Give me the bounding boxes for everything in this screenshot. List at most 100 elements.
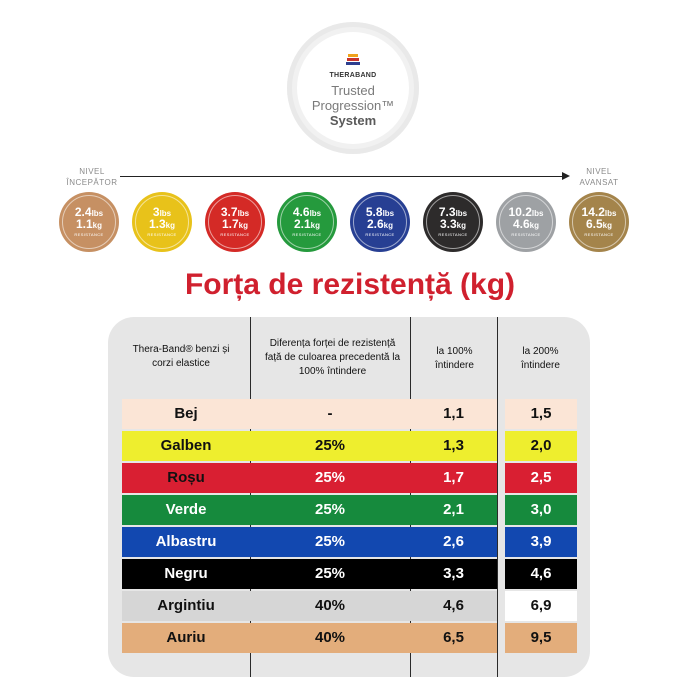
resistance-circle: 7.3lbs 3.3kg RESISTANCE (423, 192, 483, 252)
circle-ring (62, 195, 116, 249)
cell-difference: 25% (250, 559, 410, 589)
arrow-right-icon (562, 172, 570, 180)
cell-200-percent: 9,5 (505, 623, 577, 653)
circle-kg: 6.5kg (585, 217, 613, 231)
cell-100-percent: 1,1 (410, 399, 497, 429)
cell-200-percent: 2,5 (505, 463, 577, 493)
advanced-level-label: NIVEL AVANSAT (569, 166, 629, 188)
beginner-label-line-1: NIVEL (79, 167, 105, 176)
circle-ring (499, 195, 553, 249)
cell-difference: 25% (250, 527, 410, 557)
circle-kg: 4.6kg (512, 217, 540, 231)
circle-kg: 1.1kg (75, 217, 103, 231)
cell-band-name: Auriu (122, 623, 250, 653)
seal-line-2: Progression™ (311, 98, 395, 113)
cell-100-percent: 2,6 (410, 527, 497, 557)
advanced-label-line-1: NIVEL (586, 167, 612, 176)
table-row: Verde 25% 2,1 3,0 (122, 495, 577, 525)
circle-kg: 1.7kg (221, 217, 249, 231)
cell-100-percent: 3,3 (410, 559, 497, 589)
circle-lbs: 7.3lbs (438, 205, 468, 219)
table-row: Auriu 40% 6,5 9,5 (122, 623, 577, 653)
circle-resistance-label: RESISTANCE (220, 232, 250, 237)
cell-200-percent: 3,9 (505, 527, 577, 557)
circle-resistance-label: RESISTANCE (438, 232, 468, 237)
circle-lbs: 14.2lbs (581, 205, 617, 219)
resistance-circle: 5.8lbs 2.6kg RESISTANCE (350, 192, 410, 252)
header-band-type: Thera-Band® benzi și corzi elastice (132, 344, 230, 369)
resistance-circle: 4.6lbs 2.1kg RESISTANCE (277, 192, 337, 252)
cell-200-percent: 1,5 (505, 399, 577, 429)
cell-100-percent: 6,5 (410, 623, 497, 653)
circle-ring (280, 195, 334, 249)
table-row: Roșu 25% 1,7 2,5 (122, 463, 577, 493)
theraband-logo-seal: THERABAND Trusted Progression™ System (287, 22, 419, 154)
cell-band-name: Verde (122, 495, 250, 525)
circle-lbs: 2.4lbs (74, 205, 104, 219)
seal-inner: THERABAND Trusted Progression™ System (297, 32, 409, 144)
theraband-mark-icon (345, 54, 361, 68)
cell-difference: 40% (250, 623, 410, 653)
cell-band-name: Argintiu (122, 591, 250, 621)
cell-difference: 25% (250, 431, 410, 461)
cell-200-percent: 4,6 (505, 559, 577, 589)
table-row: Galben 25% 1,3 2,0 (122, 431, 577, 461)
page-title: Forța de rezistență (kg) (184, 268, 516, 301)
circle-lbs: 3.7lbs (220, 205, 250, 219)
circle-kg: 2.1kg (293, 217, 321, 231)
seal-line-3: System (329, 113, 377, 128)
circle-kg: 2.6kg (366, 217, 394, 231)
resistance-circle: 14.2lbs 6.5kg RESISTANCE (569, 192, 629, 252)
circle-ring (353, 195, 407, 249)
circle-resistance-label: RESISTANCE (292, 232, 322, 237)
cell-200-percent: 6,9 (505, 591, 577, 621)
circle-lbs: 4.6lbs (292, 205, 322, 219)
resistance-circle: 10.2lbs 4.6kg RESISTANCE (496, 192, 556, 252)
cell-100-percent: 1,3 (410, 431, 497, 461)
progression-arrow-line (120, 176, 566, 177)
table-row: Bej -1,1 1,5 (122, 399, 577, 429)
cell-difference: - (250, 399, 410, 429)
cell-difference: 25% (250, 463, 410, 493)
cell-band-name: Albastru (122, 527, 250, 557)
beginner-label-line-2: ÎNCEPĂTOR (66, 178, 118, 187)
brand-name: THERABAND (329, 72, 377, 79)
header-difference: Diferența forței de rezistență față de c… (264, 338, 401, 377)
circle-kg: 3.3kg (439, 217, 467, 231)
cell-band-name: Negru (122, 559, 250, 589)
circle-ring (572, 195, 626, 249)
circle-kg: 1.3kg (148, 217, 176, 231)
table-row: Negru 25% 3,3 4,6 (122, 559, 577, 589)
cell-200-percent: 3,0 (505, 495, 577, 525)
header-100-percent: la 100% întindere (435, 346, 474, 371)
advanced-label-line-2: AVANSAT (579, 178, 619, 187)
table-row: Albastru 25% 2,6 3,9 (122, 527, 577, 557)
circle-resistance-label: RESISTANCE (74, 232, 104, 237)
circle-resistance-label: RESISTANCE (584, 232, 614, 237)
seal-line-1: Trusted (331, 83, 375, 98)
resistance-circle: 2.4lbs 1.1kg RESISTANCE (59, 192, 119, 252)
resistance-circle: 3lbs 1.3kg RESISTANCE (132, 192, 192, 252)
cell-band-name: Roșu (122, 463, 250, 493)
circle-resistance-label: RESISTANCE (147, 232, 177, 237)
column-divider (497, 317, 498, 677)
circle-resistance-label: RESISTANCE (365, 232, 395, 237)
circle-ring (426, 195, 480, 249)
circle-ring (135, 195, 189, 249)
cell-100-percent: 1,7 (410, 463, 497, 493)
circle-lbs: 3lbs (152, 205, 172, 219)
cell-100-percent: 4,6 (410, 591, 497, 621)
circle-lbs: 5.8lbs (365, 205, 395, 219)
resistance-circle: 3.7lbs 1.7kg RESISTANCE (205, 192, 265, 252)
cell-band-name: Galben (122, 431, 250, 461)
table-row: Argintiu 40% 4,6 6,9 (122, 591, 577, 621)
cell-difference: 40% (250, 591, 410, 621)
cell-200-percent: 2,0 (505, 431, 577, 461)
cell-100-percent: 2,1 (410, 495, 497, 525)
header-200-percent: la 200% întindere (521, 346, 560, 371)
beginner-level-label: NIVEL ÎNCEPĂTOR (62, 166, 122, 188)
cell-band-name: Bej (122, 399, 250, 429)
cell-difference: 25% (250, 495, 410, 525)
circle-ring (208, 195, 262, 249)
circle-lbs: 10.2lbs (508, 205, 544, 219)
